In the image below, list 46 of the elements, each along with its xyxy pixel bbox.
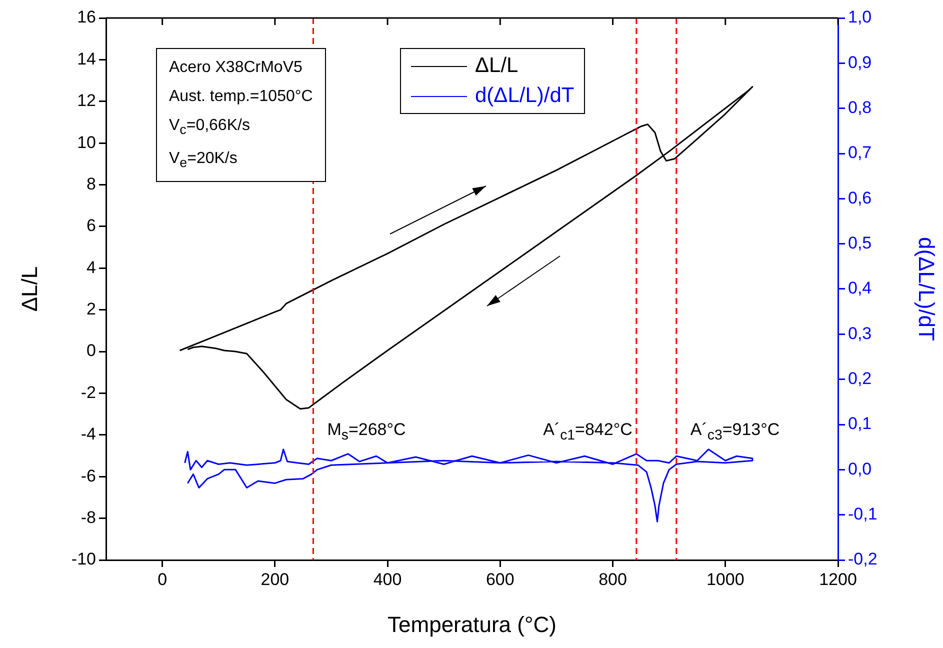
y-tick-label: 0 bbox=[86, 341, 96, 360]
y-tick-label: -6 bbox=[80, 466, 96, 486]
legend-label: ΔL/L bbox=[475, 54, 518, 78]
y2-axis-title: d(ΔL/L)/dT bbox=[913, 237, 939, 341]
x-tick-label: 1200 bbox=[819, 570, 857, 589]
y2-tick-label: 0,8 bbox=[848, 98, 872, 118]
y2-tick-label: 0,1 bbox=[848, 414, 872, 434]
y2-tick-label: 0,2 bbox=[848, 369, 872, 388]
x-tick-label: 400 bbox=[373, 570, 402, 589]
y-tick-label: -4 bbox=[80, 424, 96, 444]
y2-tick-label: 0,5 bbox=[848, 234, 872, 253]
y-tick-label: -2 bbox=[80, 382, 96, 402]
y-tick-label: 12 bbox=[77, 91, 96, 110]
y-tick-label: 14 bbox=[77, 49, 96, 68]
y2-tick-label: 0,4 bbox=[848, 278, 872, 298]
y-tick-label: -8 bbox=[80, 508, 96, 527]
ref-line-label: A´$_{c1}$=842°C bbox=[543, 420, 632, 444]
y2-tick-label: 0,7 bbox=[848, 143, 872, 162]
x-axis-title: Temperatura (°C) bbox=[388, 612, 556, 638]
ref-line-label: M$_{s}$=268°C bbox=[327, 420, 406, 444]
y2-tick-label: 0,6 bbox=[848, 188, 872, 208]
y-tick-label: 10 bbox=[77, 132, 96, 152]
annotation: V$_{c}$=0,66K/s bbox=[169, 116, 251, 140]
x-tick-label: 800 bbox=[598, 570, 627, 589]
y-axis-title: ΔL/L bbox=[17, 266, 43, 312]
annotation: V$_{e}$=20K/s bbox=[169, 149, 238, 172]
annotation: Acero X38CrMoV5 bbox=[169, 58, 304, 78]
y-tick-label: -10 bbox=[71, 550, 96, 569]
y-tick-label: 4 bbox=[86, 258, 96, 277]
ref-line-label: A´$_{c3}$=913°C bbox=[690, 420, 780, 444]
y2-tick-label: 0,0 bbox=[848, 459, 872, 478]
legend-label: d(ΔL/L)/dT bbox=[475, 84, 574, 108]
y2-tick-label: 0,3 bbox=[848, 324, 872, 343]
x-tick-label: 600 bbox=[486, 570, 514, 589]
y2-tick-label: -0,2 bbox=[848, 550, 878, 569]
x-tick-label: 1000 bbox=[706, 570, 744, 589]
y-tick-label: 2 bbox=[86, 300, 96, 319]
y-tick-label: 16 bbox=[77, 8, 96, 27]
y-tick-label: 6 bbox=[86, 216, 96, 236]
y-tick-label: 8 bbox=[86, 174, 96, 194]
y2-tick-label: 1,0 bbox=[848, 8, 872, 27]
x-tick-label: 0 bbox=[158, 570, 168, 589]
y2-tick-label: -0,1 bbox=[848, 504, 878, 524]
annotation: Aust. temp.=1050°C bbox=[169, 87, 313, 107]
y2-tick-label: 0,9 bbox=[848, 52, 872, 72]
x-tick-label: 200 bbox=[260, 570, 290, 589]
